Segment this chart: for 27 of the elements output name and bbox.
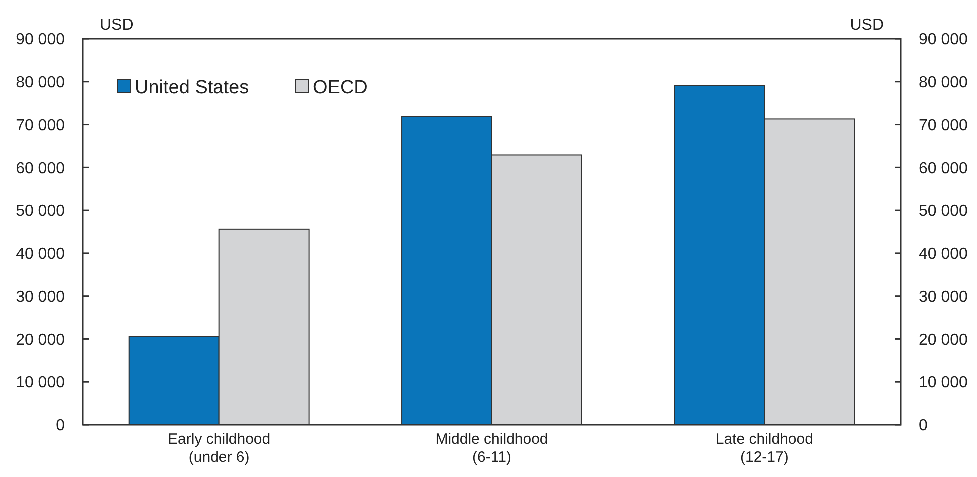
y2-tick-label: 0 [919, 418, 928, 435]
y-tick-label: 80 000 [16, 74, 66, 92]
y-tick-label: 70 000 [16, 117, 66, 134]
y-tick-label: 40 000 [16, 246, 66, 264]
y-tick-label: 60 000 [16, 160, 66, 178]
y2-tick-label: 80 000 [919, 74, 968, 92]
y2-tick-label: 20 000 [919, 332, 968, 349]
y2-tick-label: 70 000 [919, 117, 968, 134]
legend-label: OECD [313, 78, 368, 99]
legend-label: United States [135, 78, 250, 99]
y-tick-label: 10 000 [16, 374, 66, 392]
y2-tick-label: 50 000 [919, 203, 968, 220]
y2-tick-label: 90 000 [919, 32, 968, 49]
y-tick-label: 50 000 [16, 203, 66, 220]
x-tick-label: Early childhood (under 6) [168, 431, 271, 466]
y-tick-label: 0 [56, 418, 66, 435]
y2-tick-label: 30 000 [919, 288, 968, 306]
y-tick-label: 30 000 [16, 288, 66, 306]
y-tick-label: 20 000 [16, 332, 66, 349]
y-axis-title: USD [100, 17, 134, 34]
y-tick-label: 90 000 [16, 32, 66, 49]
x-tick-label: Middle childhood (6-11) [436, 431, 548, 466]
y2-tick-label: 10 000 [919, 374, 968, 392]
y2-tick-label: 60 000 [919, 160, 968, 178]
y2-axis-title: USD [850, 17, 884, 34]
x-tick-label: Late childhood (12-17) [716, 431, 814, 466]
y2-tick-label: 40 000 [919, 246, 968, 264]
